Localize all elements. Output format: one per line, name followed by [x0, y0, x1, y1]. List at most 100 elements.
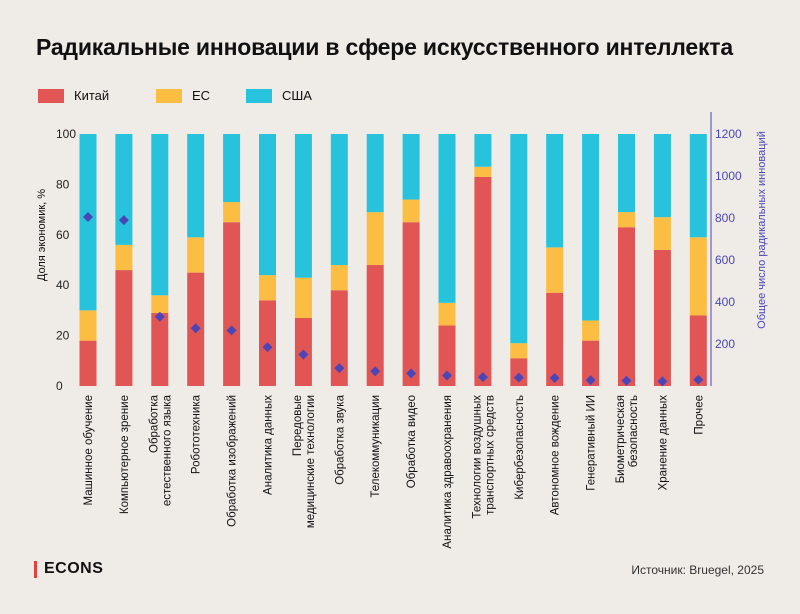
category-label-line: Машинное обучение — [83, 395, 95, 505]
bar-segment-china — [474, 176, 492, 386]
bar-segment-eu — [653, 217, 671, 250]
marker-diamond — [442, 370, 452, 381]
bar-segment-usa — [689, 134, 707, 238]
bar-segment-china — [223, 222, 241, 386]
bar-segment-eu — [151, 295, 169, 313]
category-label: Прочее — [693, 395, 705, 435]
category-label: Компьютерное зрение — [119, 395, 131, 514]
marker-diamond — [477, 372, 488, 383]
bar-segment-usa — [474, 134, 492, 167]
bar-segment-china — [366, 265, 384, 386]
bar-segment-china — [151, 312, 169, 386]
y-right-tick-label: 600 — [715, 253, 735, 267]
bar-segment-usa — [79, 134, 97, 311]
y-left-tick-label: 80 — [56, 177, 70, 191]
bar-segment-china — [402, 222, 420, 386]
marker-diamond — [190, 323, 201, 334]
bar-segment-usa — [330, 134, 348, 266]
marker-diamond — [83, 211, 93, 222]
bar-segment-usa — [653, 134, 671, 218]
category-label: Обработка изображений — [227, 395, 239, 527]
marker-diamond — [657, 376, 668, 387]
bar-segment-china — [689, 315, 707, 386]
y-right-tick-label: 800 — [715, 211, 735, 225]
y-right-tick-label: 1200 — [715, 127, 742, 141]
marker-diamond — [585, 375, 596, 386]
legend-item-eu: ЕС — [156, 88, 210, 103]
category-label-line: безопасность — [628, 395, 640, 467]
category-label: Хранение данных — [657, 395, 669, 491]
bar-segment-china — [438, 325, 456, 386]
y-left-tick-label: 0 — [56, 379, 63, 393]
econs-logo: ECONS — [34, 560, 103, 578]
y-right-tick-label: 200 — [715, 337, 735, 351]
category-label: Обработка звука — [334, 394, 346, 484]
legend-swatch-usa — [246, 88, 272, 103]
y-right-axis-label: Общее число радикальных инноваций — [756, 131, 768, 329]
bar-segment-eu — [294, 277, 312, 318]
bar-segment-usa — [187, 134, 205, 238]
bar-segment-eu — [259, 275, 276, 301]
bar-segment-china — [618, 227, 635, 386]
category-label: Телекоммуникации — [370, 395, 382, 498]
category-label-line: транспортных средств — [484, 395, 496, 515]
marker-diamond — [118, 215, 129, 226]
category-label-line: Технологии воздушных — [471, 395, 483, 519]
bar-segment-usa — [259, 134, 276, 276]
bar-segment-china — [330, 290, 348, 386]
bar-segment-usa — [402, 134, 420, 200]
marker-diamond — [298, 349, 309, 360]
bar-segment-eu — [474, 166, 492, 177]
bar-segment-china — [546, 292, 564, 386]
marker-diamond — [406, 368, 417, 379]
bar-segment-usa — [366, 134, 384, 213]
legend-label-china: Китай — [74, 88, 110, 103]
bar-segment-eu — [618, 212, 635, 228]
legend-swatch-china — [38, 88, 64, 103]
legend-swatch-eu — [156, 88, 182, 103]
bar-segment-eu — [330, 265, 348, 291]
bar-segment-china — [79, 340, 97, 386]
bar-segment-china — [510, 358, 528, 386]
category-label: Обработкаестественного языка — [148, 394, 173, 506]
bar-segment-eu — [115, 244, 133, 271]
category-label: Аналитика здравоохранения — [442, 395, 454, 549]
marker-diamond — [226, 325, 237, 336]
marker-diamond — [693, 374, 704, 385]
category-label-line: Обработка — [148, 394, 160, 453]
bar-segment-usa — [294, 134, 312, 278]
bar-segment-usa — [546, 134, 564, 248]
legend-label-usa: США — [282, 88, 312, 103]
category-label: Кибербезопасность — [514, 395, 526, 500]
bar-segment-china — [115, 270, 133, 386]
bar-segment-eu — [438, 302, 456, 326]
category-label-line: Обработка видео — [406, 395, 418, 488]
category-label-line: Генеративный ИИ — [586, 395, 598, 491]
y-left-tick-label: 20 — [56, 329, 70, 343]
category-label-line: Аналитика данных — [263, 395, 275, 495]
category-label: Генеративный ИИ — [586, 395, 598, 491]
y-left-axis-label: Доля экономик, % — [36, 189, 48, 281]
category-label: Биометрическаябезопасность — [615, 395, 640, 483]
category-label: Машинное обучение — [83, 395, 95, 505]
category-label-line: Компьютерное зрение — [119, 395, 131, 514]
y-left-tick-label: 60 — [56, 228, 70, 242]
category-label-line: медицинские технологии — [305, 395, 317, 528]
bar-segment-usa — [438, 134, 456, 303]
chart-title: Радикальные инновации в сфере искусствен… — [36, 34, 733, 60]
category-label-line: Обработка звука — [334, 394, 346, 484]
bar-segment-eu — [79, 310, 97, 341]
marker-diamond — [334, 363, 345, 374]
marker-diamond — [370, 366, 381, 377]
bar-segment-eu — [510, 343, 528, 359]
category-label-line: Робототехника — [191, 394, 203, 474]
category-label-line: естественного языка — [161, 394, 173, 506]
category-label: Передовыемедицинские технологии — [292, 395, 317, 528]
category-label-line: Автономное вождение — [550, 395, 562, 515]
category-label-line: Хранение данных — [657, 395, 669, 491]
bar-segment-eu — [223, 202, 241, 223]
bar-segment-eu — [187, 237, 205, 273]
category-label-line: Кибербезопасность — [514, 395, 526, 500]
y-left-tick-label: 40 — [56, 278, 70, 292]
